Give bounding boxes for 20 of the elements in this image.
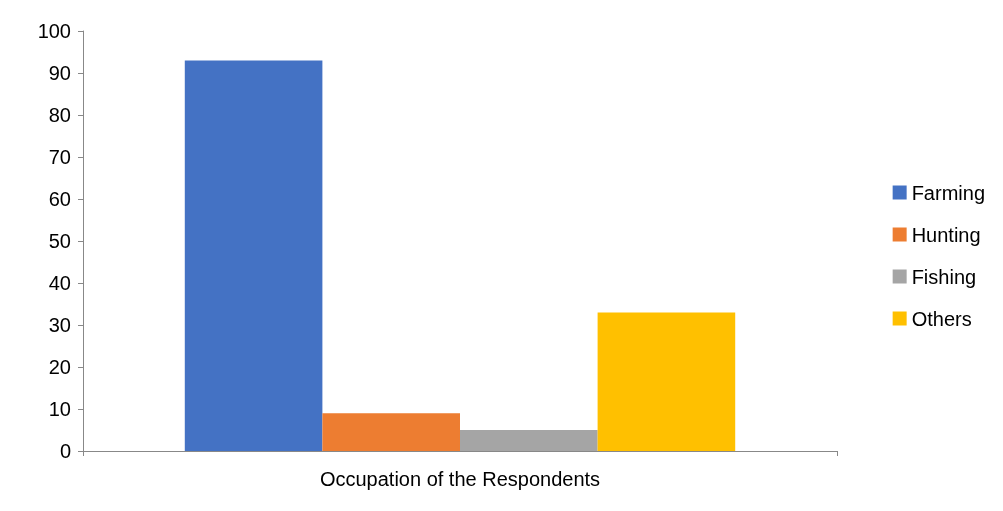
- y-tick-label: 0: [59, 440, 71, 462]
- legend-label: Hunting: [911, 223, 981, 246]
- y-tick-label: 50: [48, 230, 71, 252]
- legend-label: Fishing: [911, 265, 977, 288]
- x-tick-label: Occupation of the Respondents: [319, 468, 601, 490]
- y-tick-label: 60: [48, 188, 71, 210]
- legend-label: Others: [911, 307, 972, 330]
- bar: [597, 312, 736, 451]
- bar: [460, 430, 598, 451]
- y-tick-label: 100: [37, 20, 71, 42]
- y-tick-label: 40: [48, 272, 71, 294]
- y-tick-label: 30: [48, 314, 71, 336]
- y-tick-label: 10: [48, 398, 71, 420]
- y-tick-label: 70: [48, 146, 71, 168]
- y-tick-label: 80: [48, 104, 71, 126]
- bar: [184, 60, 323, 451]
- y-tick-label: 90: [48, 62, 71, 84]
- y-tick-label: 20: [48, 356, 71, 378]
- bar: [322, 413, 460, 451]
- legend-label: Farming: [911, 181, 986, 204]
